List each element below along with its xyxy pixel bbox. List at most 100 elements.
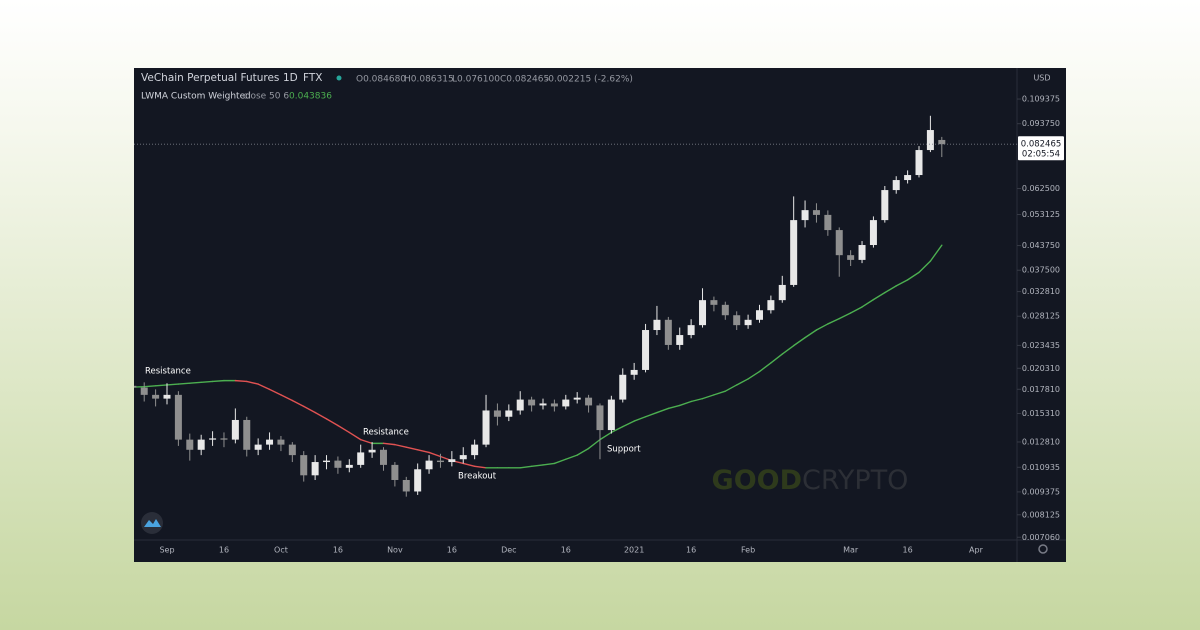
indicator-line (291, 399, 305, 408)
candle-body (858, 245, 866, 260)
y-tick-label: 0.028125 (1022, 312, 1060, 321)
candle-body (630, 369, 638, 375)
indicator-line (542, 462, 556, 466)
indicator-line (416, 449, 430, 454)
candle-body (869, 220, 877, 246)
indicator-line (268, 388, 282, 396)
y-tick-label: 0.043750 (1022, 241, 1060, 250)
indicator-line (610, 425, 624, 434)
settings-icon[interactable] (1038, 544, 1048, 554)
y-tick-label: 0.032810 (1022, 287, 1060, 296)
candle-body (505, 410, 513, 417)
indicator-line (667, 404, 681, 410)
indicator-line (701, 394, 715, 400)
x-tick-label: 16 (686, 546, 696, 555)
candle-body (767, 300, 775, 311)
indicator-line (770, 353, 783, 364)
candle-body (277, 439, 285, 445)
candle-body (197, 439, 205, 450)
indicator-line (713, 390, 727, 396)
indicator-line (895, 279, 909, 287)
annotation: Resistance (363, 428, 409, 438)
candle-body (425, 460, 433, 470)
indicator-line (884, 285, 897, 294)
indicator-line (804, 329, 818, 339)
candle-body (209, 438, 217, 440)
indicator-line (758, 362, 772, 373)
candle-body (186, 439, 194, 450)
y-tick-label: 0.012810 (1022, 437, 1060, 446)
indicator-line (644, 411, 658, 418)
candle-body (539, 403, 547, 406)
x-tick-label: 16 (447, 546, 457, 555)
candle-body (243, 419, 251, 450)
candle-body (163, 394, 171, 399)
candle-body (311, 462, 319, 476)
x-tick-label: Feb (741, 546, 755, 555)
indicator-line (337, 424, 351, 434)
y-tick-label: 0.023435 (1022, 341, 1060, 350)
candle-body (334, 460, 342, 468)
indicator-line (918, 260, 932, 274)
y-tick-label: 0.109375 (1022, 95, 1060, 104)
candle-body (721, 304, 729, 316)
indicator-line (656, 407, 670, 414)
y-tick-label: 0.009375 (1022, 487, 1060, 496)
chart-panel (134, 68, 1066, 562)
candle-body (231, 419, 239, 440)
indicator-line (154, 384, 168, 387)
indicator-line (690, 397, 704, 403)
candle-body (619, 374, 627, 400)
indicator-line (234, 379, 248, 383)
indicator-line (359, 438, 373, 445)
indicator-line (587, 438, 601, 450)
indicator-line (849, 306, 863, 314)
legend-high: H0.086315 (404, 75, 454, 85)
annotation: Support (607, 445, 641, 455)
candle-body (733, 315, 741, 326)
indicator-line (792, 336, 806, 347)
x-tick-label: Apr (969, 546, 984, 555)
currency: USD (1033, 74, 1050, 83)
candle-body (892, 180, 900, 191)
y-tick-label: 0.053125 (1022, 210, 1060, 219)
candle-body (493, 410, 501, 417)
candle-body (516, 399, 524, 411)
indicator-line (906, 271, 920, 281)
indicator-line (428, 451, 442, 458)
candle-body (585, 397, 593, 406)
candle-body (436, 460, 444, 463)
countdown: 02:05:54 (1022, 150, 1060, 160)
candle-body (140, 387, 148, 395)
indicator-line (348, 431, 362, 441)
indicator-line (314, 411, 328, 420)
candle-body (528, 399, 536, 406)
candle-body (152, 394, 160, 399)
candle-body (134, 385, 137, 388)
x-tick-label: 16 (903, 546, 913, 555)
candle-body (847, 255, 855, 260)
indicator-line (519, 465, 533, 469)
candle-body (345, 464, 353, 468)
indicator-line (257, 383, 271, 391)
indicator-line (530, 464, 544, 468)
annotation: Breakout (458, 472, 497, 482)
indicator-params: close 50 6 (243, 92, 289, 102)
candle-body (573, 397, 581, 400)
indicator-line (166, 383, 180, 386)
x-tick-label: 16 (219, 546, 229, 555)
candle-body (915, 150, 923, 176)
indicator-line (382, 442, 396, 446)
y-tick-label: 0.062500 (1022, 184, 1060, 193)
indicator-line (553, 458, 567, 465)
candle-body (824, 214, 832, 231)
legend-change: -0.002215 (-2.62%) (545, 75, 633, 85)
candle-body (755, 310, 763, 320)
y-tick-label: 0.037500 (1022, 266, 1060, 275)
indicator-line (177, 382, 191, 385)
indicator-line (246, 380, 259, 385)
candle-body (288, 444, 296, 456)
candle-body (368, 449, 376, 453)
indicator-line (599, 431, 613, 441)
